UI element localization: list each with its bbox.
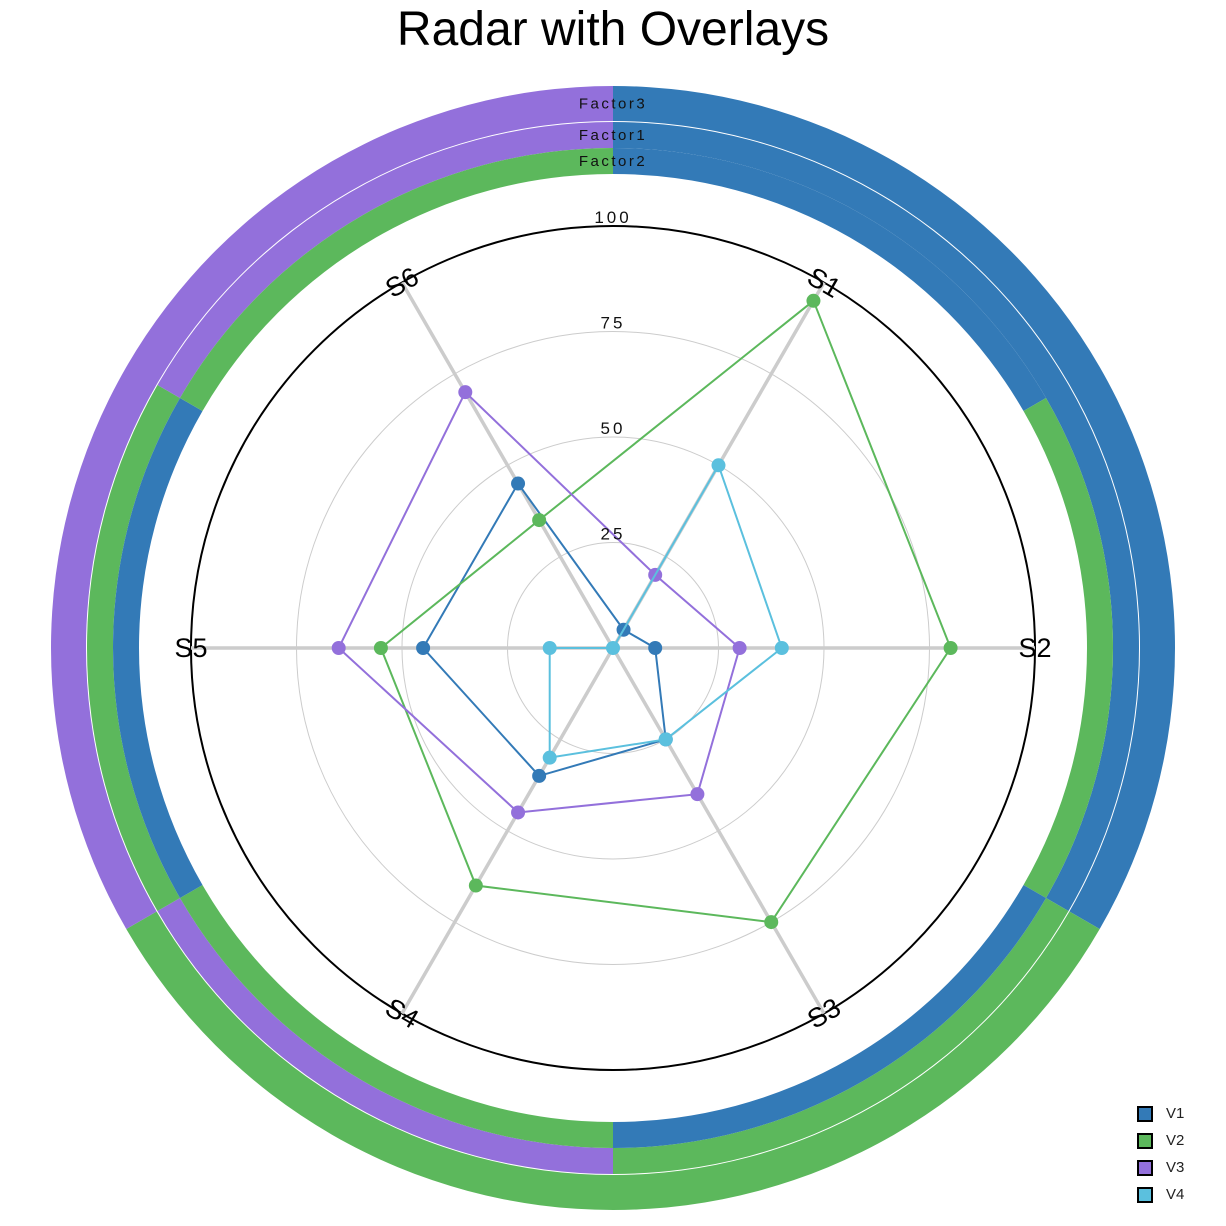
point-v2-s2 xyxy=(943,641,958,655)
ring-segment-factor1-240 xyxy=(86,385,180,911)
radar-series xyxy=(331,293,958,930)
point-v3-s6 xyxy=(458,385,473,400)
legend-label-v3: V3 xyxy=(1166,1159,1185,1176)
legend-label-v2: V2 xyxy=(1166,1132,1185,1149)
ring-segment-factor1-300 xyxy=(157,122,613,398)
point-v2-s4 xyxy=(468,878,483,893)
point-v1-s5 xyxy=(416,641,431,655)
point-v1-s6 xyxy=(511,476,526,491)
point-v2-s5 xyxy=(373,641,388,655)
ring-label-factor3: Factor3 xyxy=(579,96,647,113)
ring-factor3: Factor3 xyxy=(50,86,1175,1210)
radial-tick-label-50: 50 xyxy=(601,419,626,438)
point-v1-s2 xyxy=(648,641,663,655)
overlay-rings: Factor3 Factor1 Factor2 xyxy=(50,86,1175,1210)
axis-label-s2: S2 xyxy=(1018,633,1051,663)
series-v2 xyxy=(373,293,958,930)
radial-tick-label-25: 25 xyxy=(601,525,626,544)
legend-item-v2: V2 xyxy=(1137,1127,1217,1154)
point-v4-s5 xyxy=(542,641,557,655)
axis-label-s5: S5 xyxy=(174,633,207,663)
ring-segment-factor3-240 xyxy=(50,86,613,929)
axis-label-s4: S4 xyxy=(380,992,424,1034)
point-v3-s3 xyxy=(690,787,705,802)
legend-swatch-v3 xyxy=(1137,1159,1153,1176)
point-v3-s4 xyxy=(511,805,526,820)
legend-swatch-v4 xyxy=(1137,1186,1153,1203)
point-v4-s2 xyxy=(774,641,789,655)
ring-segment-factor2-0 xyxy=(613,148,1047,411)
point-v2-s6 xyxy=(532,513,547,528)
ring-label-factor2: Factor2 xyxy=(579,153,647,170)
point-v3-s5 xyxy=(331,641,346,655)
point-v3-s2 xyxy=(732,641,747,655)
axis-line-s6 xyxy=(400,281,615,649)
point-v4-s1 xyxy=(711,458,726,473)
legend-label-v4: V4 xyxy=(1166,1186,1185,1203)
radial-tick-label-100: 100 xyxy=(594,208,631,227)
ring-segment-factor1-0 xyxy=(613,122,1139,911)
series-line-v4 xyxy=(548,462,783,759)
point-v2-s3 xyxy=(764,915,779,930)
point-v4-s3 xyxy=(658,732,673,747)
axis-label-s6: S6 xyxy=(380,261,424,303)
ring-segment-factor2-300 xyxy=(179,148,613,411)
ring-segment-factor2-180 xyxy=(179,885,613,1148)
ring-segment-factor2-120 xyxy=(613,885,1047,1148)
legend: V1 V2 V3 V4 xyxy=(1137,1100,1217,1208)
ring-segment-factor1-120 xyxy=(613,898,1069,1174)
series-v4 xyxy=(542,458,789,765)
series-v3 xyxy=(331,385,747,820)
axis-line-s4 xyxy=(400,647,615,1015)
point-v2-s1 xyxy=(806,293,821,308)
point-v1-s4 xyxy=(532,768,547,783)
legend-swatch-v1 xyxy=(1137,1105,1153,1122)
legend-swatch-v2 xyxy=(1137,1132,1153,1149)
point-v4-s4 xyxy=(542,750,557,765)
ring-label-factor1: Factor1 xyxy=(579,127,647,144)
ring-segment-factor3-0 xyxy=(613,86,1175,929)
legend-item-v3: V3 xyxy=(1137,1154,1217,1181)
ring-segment-factor1-180 xyxy=(157,898,613,1174)
radial-tick-label-75: 75 xyxy=(601,314,626,333)
series-line-v3 xyxy=(337,390,741,814)
axis-label-s3: S3 xyxy=(802,992,846,1034)
chart-title: Radar with Overlays xyxy=(396,3,830,56)
legend-item-v4: V4 xyxy=(1137,1181,1217,1208)
ring-factor1: Factor1 xyxy=(86,122,1139,1174)
ring-segment-factor2-240 xyxy=(113,398,203,898)
ring-segment-factor2-60 xyxy=(1023,398,1113,898)
ring-segment-factor3-120 xyxy=(126,911,1100,1210)
legend-item-v1: V1 xyxy=(1137,1100,1217,1127)
legend-label-v1: V1 xyxy=(1166,1105,1185,1122)
ring-factor2: Factor2 xyxy=(113,148,1113,1148)
axis-line-s3 xyxy=(611,647,826,1015)
point-v4-s6 xyxy=(606,641,620,655)
